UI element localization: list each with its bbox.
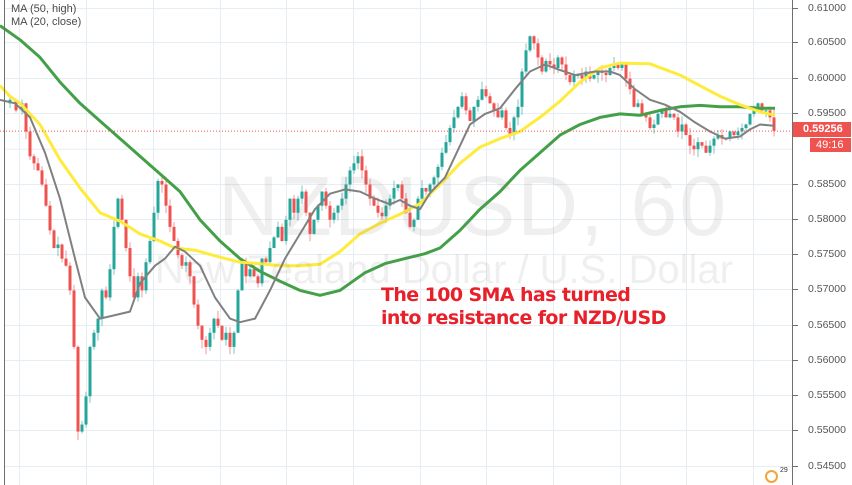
- price-tick-mark: [793, 325, 798, 326]
- price-tick-mark: [793, 219, 798, 220]
- price-tick-mark: [793, 42, 798, 43]
- price-tick-label: 0.55500: [808, 389, 846, 401]
- price-tick-label: 0.57500: [808, 248, 846, 260]
- price-tick-label: 0.55000: [808, 424, 846, 436]
- price-tick-label: 0.59500: [808, 107, 846, 119]
- price-tick-mark: [793, 8, 798, 9]
- tradingview-logo-icon[interactable]: [765, 470, 778, 483]
- ma-50-high-line: [0, 61, 776, 268]
- price-tick-label: 0.58000: [808, 213, 846, 225]
- logo-badge: 29: [780, 467, 788, 474]
- watermark-symbol: NZDUSD, 60: [218, 159, 729, 253]
- ma-20-close-line: [0, 63, 776, 324]
- price-tick-label: 0.56000: [808, 354, 846, 366]
- price-tick-mark: [793, 466, 798, 467]
- chart-annotation: The 100 SMA has turned into resistance f…: [381, 284, 666, 330]
- price-tick-mark: [793, 430, 798, 431]
- price-tick-label: 0.57000: [808, 283, 846, 295]
- price-tick-mark: [793, 360, 798, 361]
- legend-ma50[interactable]: MA (50, high): [11, 3, 77, 15]
- price-tick-label: 0.61000: [808, 2, 846, 14]
- candlesticks: [8, 35, 776, 440]
- price-tick-mark: [793, 289, 798, 290]
- price-tick-label: 0.56500: [808, 319, 846, 331]
- last-price-tag: 0.59256: [793, 122, 851, 137]
- price-axis[interactable]: [792, 0, 852, 485]
- annotation-line-1: The 100 SMA has turned: [381, 284, 631, 306]
- price-tick-mark: [793, 113, 798, 114]
- annotation-line-2: into resistance for NZD/USD: [381, 307, 666, 329]
- price-tick-label: 0.54500: [808, 460, 846, 472]
- watermark-description: New Zealand Dollar / U.S. Dollar: [155, 248, 733, 292]
- price-tick-label: 0.60000: [808, 72, 846, 84]
- legend-ma20[interactable]: MA (20, close): [11, 16, 82, 28]
- indicator-legend: MA (50, high) MA (20, close): [11, 3, 81, 29]
- price-tick-mark: [793, 395, 798, 396]
- bar-countdown-tag: 49:16: [810, 138, 851, 152]
- price-tick-label: 0.60500: [808, 36, 846, 48]
- price-tick-label: 0.58500: [808, 178, 846, 190]
- price-tick-mark: [793, 78, 798, 79]
- price-tick-mark: [793, 184, 798, 185]
- price-tick-mark: [793, 254, 798, 255]
- sma-100-line: [0, 24, 775, 297]
